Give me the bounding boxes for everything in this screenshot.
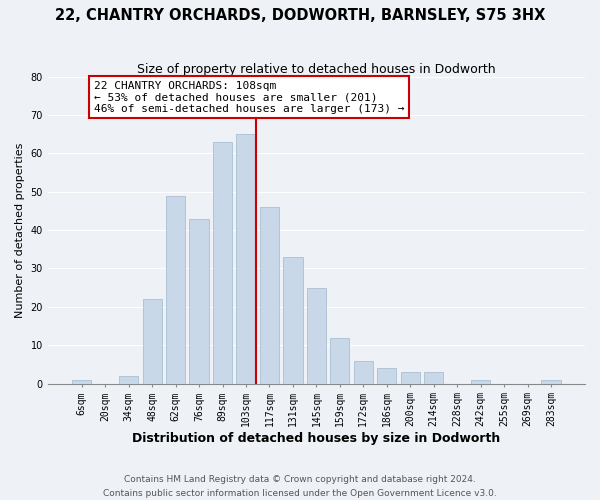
Bar — [166, 196, 185, 384]
Bar — [307, 288, 326, 384]
Bar — [424, 372, 443, 384]
Bar — [377, 368, 397, 384]
Bar — [401, 372, 420, 384]
Bar — [236, 134, 256, 384]
Text: 22, CHANTRY ORCHARDS, DODWORTH, BARNSLEY, S75 3HX: 22, CHANTRY ORCHARDS, DODWORTH, BARNSLEY… — [55, 8, 545, 22]
Bar — [353, 360, 373, 384]
Bar — [260, 207, 279, 384]
Y-axis label: Number of detached properties: Number of detached properties — [15, 142, 25, 318]
Bar — [471, 380, 490, 384]
Title: Size of property relative to detached houses in Dodworth: Size of property relative to detached ho… — [137, 62, 496, 76]
Text: Contains HM Land Registry data © Crown copyright and database right 2024.
Contai: Contains HM Land Registry data © Crown c… — [103, 476, 497, 498]
Bar — [213, 142, 232, 384]
X-axis label: Distribution of detached houses by size in Dodworth: Distribution of detached houses by size … — [132, 432, 500, 445]
Bar — [119, 376, 139, 384]
Bar — [72, 380, 91, 384]
Bar — [541, 380, 560, 384]
Bar — [330, 338, 349, 384]
Bar — [283, 257, 302, 384]
Bar — [190, 218, 209, 384]
Text: 22 CHANTRY ORCHARDS: 108sqm
← 53% of detached houses are smaller (201)
46% of se: 22 CHANTRY ORCHARDS: 108sqm ← 53% of det… — [94, 80, 404, 114]
Bar — [143, 299, 162, 384]
